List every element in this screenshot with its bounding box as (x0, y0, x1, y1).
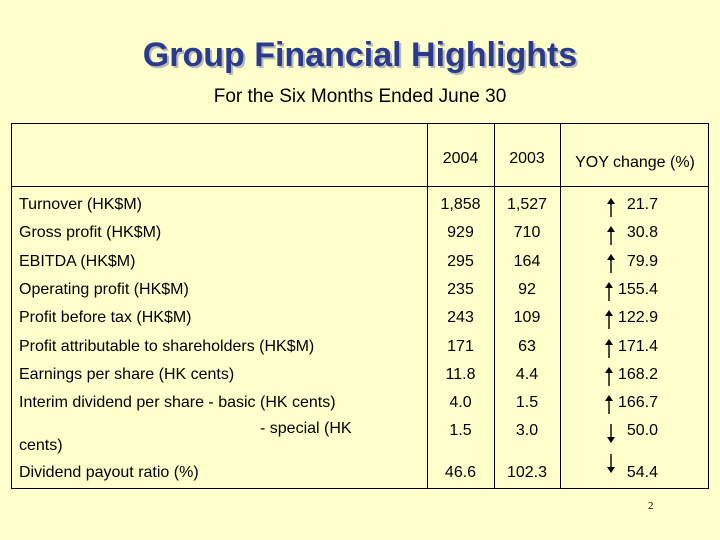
row-label: Dividend payout ratio (%) (19, 464, 199, 481)
row-label: Turnover (HK$M) (19, 196, 142, 213)
arrow-down-icon (607, 424, 615, 443)
value-2004: 46.6 (444, 464, 477, 481)
column-divider (560, 124, 561, 488)
arrow-up-icon (607, 226, 615, 245)
yoy-change-value: 171.4 (617, 338, 658, 355)
value-2003: 1,527 (506, 196, 548, 213)
value-2004: 4.0 (449, 394, 472, 411)
yoy-change-value: 54.4 (626, 464, 658, 481)
column-divider (494, 124, 495, 488)
value-2004: 295 (447, 253, 474, 270)
yoy-change-value: 21.7 (626, 196, 658, 213)
arrow-up-icon (605, 367, 613, 386)
value-2004: 1,858 (440, 196, 481, 213)
yoy-change-value: 155.4 (617, 281, 658, 298)
row-label: Earnings per share (HK cents) (19, 366, 235, 383)
row-label: - special (HK (260, 420, 352, 437)
row-label: Profit before tax (HK$M) (19, 309, 192, 326)
value-2003: 4.4 (515, 366, 539, 383)
value-2004: 929 (447, 224, 474, 241)
yoy-change-value: 50.0 (626, 422, 658, 439)
value-2003: 63 (518, 338, 536, 355)
financial-table: 2004 2003 YOY change (%) Turnover (HK$M)… (11, 123, 709, 489)
page-title: Group Financial Highlights (142, 36, 578, 74)
value-2004: 235 (447, 281, 474, 298)
value-2003: 3.0 (515, 422, 539, 439)
value-2003: 164 (513, 253, 541, 270)
row-label: Gross profit (HK$M) (19, 224, 162, 241)
value-2004: 1.5 (449, 422, 472, 439)
arrow-up-icon (607, 254, 615, 273)
row-label: Interim dividend per share - basic (HK c… (19, 394, 336, 411)
yoy-change-value: 168.2 (617, 366, 658, 383)
arrow-up-icon (607, 198, 615, 217)
value-2004: 11.8 (445, 366, 476, 383)
yoy-change-value: 166.7 (617, 394, 658, 411)
value-2003: 102.3 (506, 464, 548, 481)
page-number: 2 (648, 500, 654, 512)
yoy-change-value: 30.8 (626, 224, 658, 241)
value-2003: 109 (513, 309, 541, 326)
column-divider (427, 124, 428, 488)
arrow-up-icon (605, 395, 613, 414)
value-2003: 710 (513, 224, 541, 241)
header-2003: 2003 (509, 150, 545, 167)
yoy-change-value: 122.9 (617, 309, 658, 326)
page-subtitle: For the Six Months Ended June 30 (213, 86, 507, 107)
row-label-continued: cents) (19, 437, 63, 454)
yoy-change-value: 79.9 (626, 253, 658, 270)
arrow-down-icon (607, 454, 615, 473)
arrow-up-icon (605, 339, 613, 358)
header-divider (12, 186, 708, 187)
value-2004: 171 (447, 338, 474, 355)
arrow-up-icon (605, 310, 613, 329)
header-yoy-change: YOY change (%) (575, 154, 695, 171)
value-2004: 243 (447, 309, 474, 326)
arrow-up-icon (605, 282, 613, 301)
row-label: EBITDA (HK$M) (19, 253, 136, 270)
row-label: Operating profit (HK$M) (19, 281, 189, 298)
header-2004: 2004 (442, 150, 479, 167)
value-2003: 92 (518, 281, 536, 298)
row-label: Profit attributable to shareholders (HK$… (19, 338, 315, 355)
value-2003: 1.5 (515, 394, 539, 411)
